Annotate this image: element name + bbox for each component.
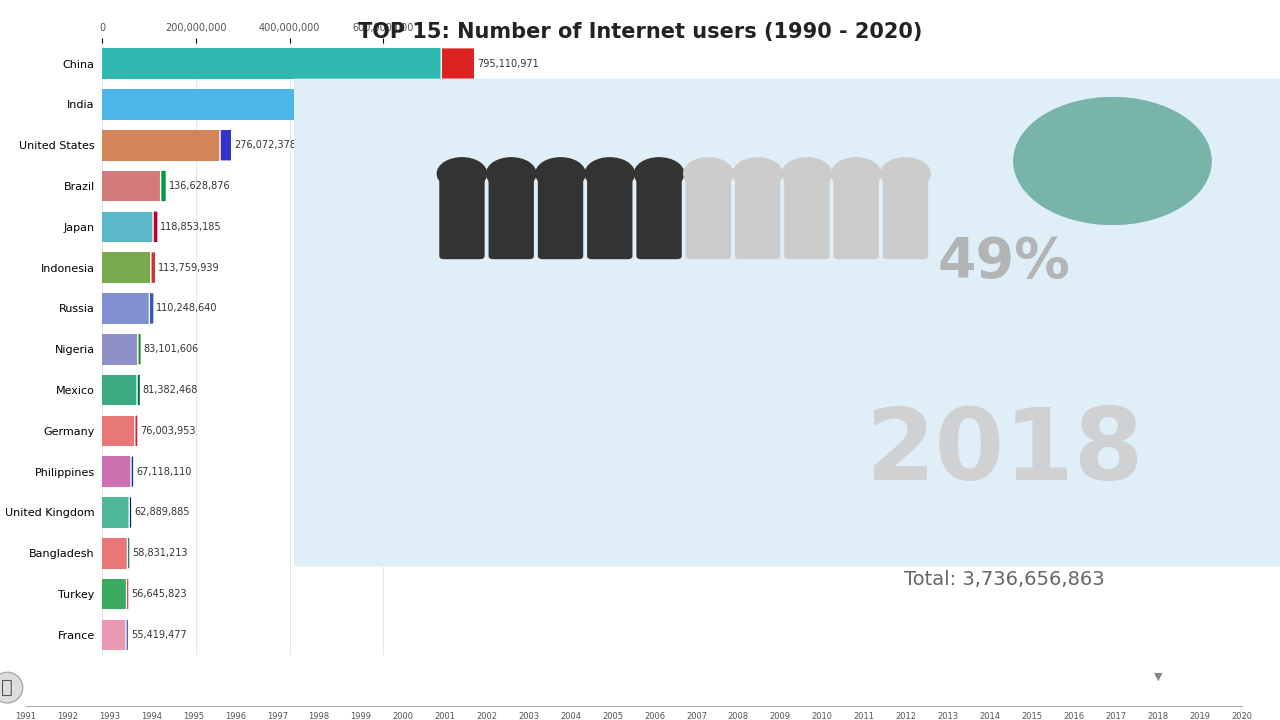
Text: 795,110,971: 795,110,971 [477, 58, 539, 68]
FancyBboxPatch shape [125, 619, 128, 651]
Circle shape [635, 158, 684, 189]
Circle shape [486, 158, 536, 189]
Text: 55,419,477: 55,419,477 [131, 630, 187, 640]
Text: 136,628,876: 136,628,876 [169, 181, 230, 191]
FancyBboxPatch shape [151, 252, 156, 284]
FancyBboxPatch shape [127, 578, 129, 610]
Bar [102, 456, 134, 487]
Text: 83,101,606: 83,101,606 [143, 344, 198, 354]
Text: 467,421,014: 467,421,014 [324, 99, 385, 109]
Circle shape [782, 158, 832, 189]
FancyBboxPatch shape [284, 78, 1280, 567]
FancyBboxPatch shape [150, 292, 154, 324]
Text: 81,382,468: 81,382,468 [143, 385, 198, 395]
Circle shape [832, 158, 881, 189]
Text: 49%: 49% [938, 235, 1070, 289]
FancyBboxPatch shape [735, 177, 781, 259]
FancyBboxPatch shape [129, 497, 132, 528]
Circle shape [733, 158, 782, 189]
Circle shape [1014, 98, 1211, 225]
Bar [102, 130, 232, 161]
FancyBboxPatch shape [588, 177, 632, 259]
FancyBboxPatch shape [785, 177, 829, 259]
FancyBboxPatch shape [137, 374, 141, 406]
FancyBboxPatch shape [883, 177, 928, 259]
FancyBboxPatch shape [138, 333, 141, 365]
Text: 56,645,823: 56,645,823 [132, 589, 187, 599]
Bar [102, 334, 141, 364]
Circle shape [684, 158, 733, 189]
FancyBboxPatch shape [686, 177, 731, 259]
Circle shape [1014, 98, 1211, 225]
Bar [102, 619, 128, 650]
Bar [102, 538, 131, 569]
FancyBboxPatch shape [833, 177, 879, 259]
Text: 118,853,185: 118,853,185 [160, 222, 221, 232]
FancyBboxPatch shape [128, 537, 131, 569]
Bar [102, 497, 132, 528]
Text: 76,003,953: 76,003,953 [141, 426, 196, 436]
Circle shape [585, 158, 635, 189]
Text: ⏸: ⏸ [1, 678, 13, 697]
FancyBboxPatch shape [489, 177, 534, 259]
FancyBboxPatch shape [538, 177, 584, 259]
Circle shape [881, 158, 931, 189]
Bar [102, 171, 166, 202]
Bar [102, 252, 156, 283]
Text: 113,759,939: 113,759,939 [157, 263, 220, 273]
Text: Total: 3,736,656,863: Total: 3,736,656,863 [904, 570, 1105, 589]
FancyBboxPatch shape [442, 48, 475, 79]
Text: 110,248,640: 110,248,640 [156, 303, 218, 313]
Text: TOP 15: Number of Internet users (1990 - 2020): TOP 15: Number of Internet users (1990 -… [358, 22, 922, 42]
FancyBboxPatch shape [220, 130, 232, 161]
Text: 62,889,885: 62,889,885 [134, 508, 189, 518]
FancyBboxPatch shape [636, 177, 682, 259]
Bar [102, 374, 141, 405]
FancyBboxPatch shape [160, 170, 166, 202]
FancyBboxPatch shape [154, 211, 157, 243]
Circle shape [536, 158, 585, 189]
FancyBboxPatch shape [134, 415, 138, 446]
Text: 2018: 2018 [865, 404, 1143, 501]
Text: 67,118,110: 67,118,110 [136, 467, 192, 477]
Text: ▼: ▼ [1153, 671, 1162, 681]
Circle shape [438, 158, 486, 189]
FancyBboxPatch shape [439, 177, 485, 259]
Bar [102, 89, 321, 120]
Bar [102, 48, 475, 79]
Bar [102, 212, 157, 242]
Bar [102, 415, 138, 446]
Bar [102, 579, 129, 609]
Bar [102, 293, 154, 324]
Text: 276,072,378: 276,072,378 [234, 140, 296, 150]
FancyBboxPatch shape [131, 456, 134, 487]
Text: 58,831,213: 58,831,213 [132, 548, 188, 558]
FancyBboxPatch shape [302, 89, 321, 120]
